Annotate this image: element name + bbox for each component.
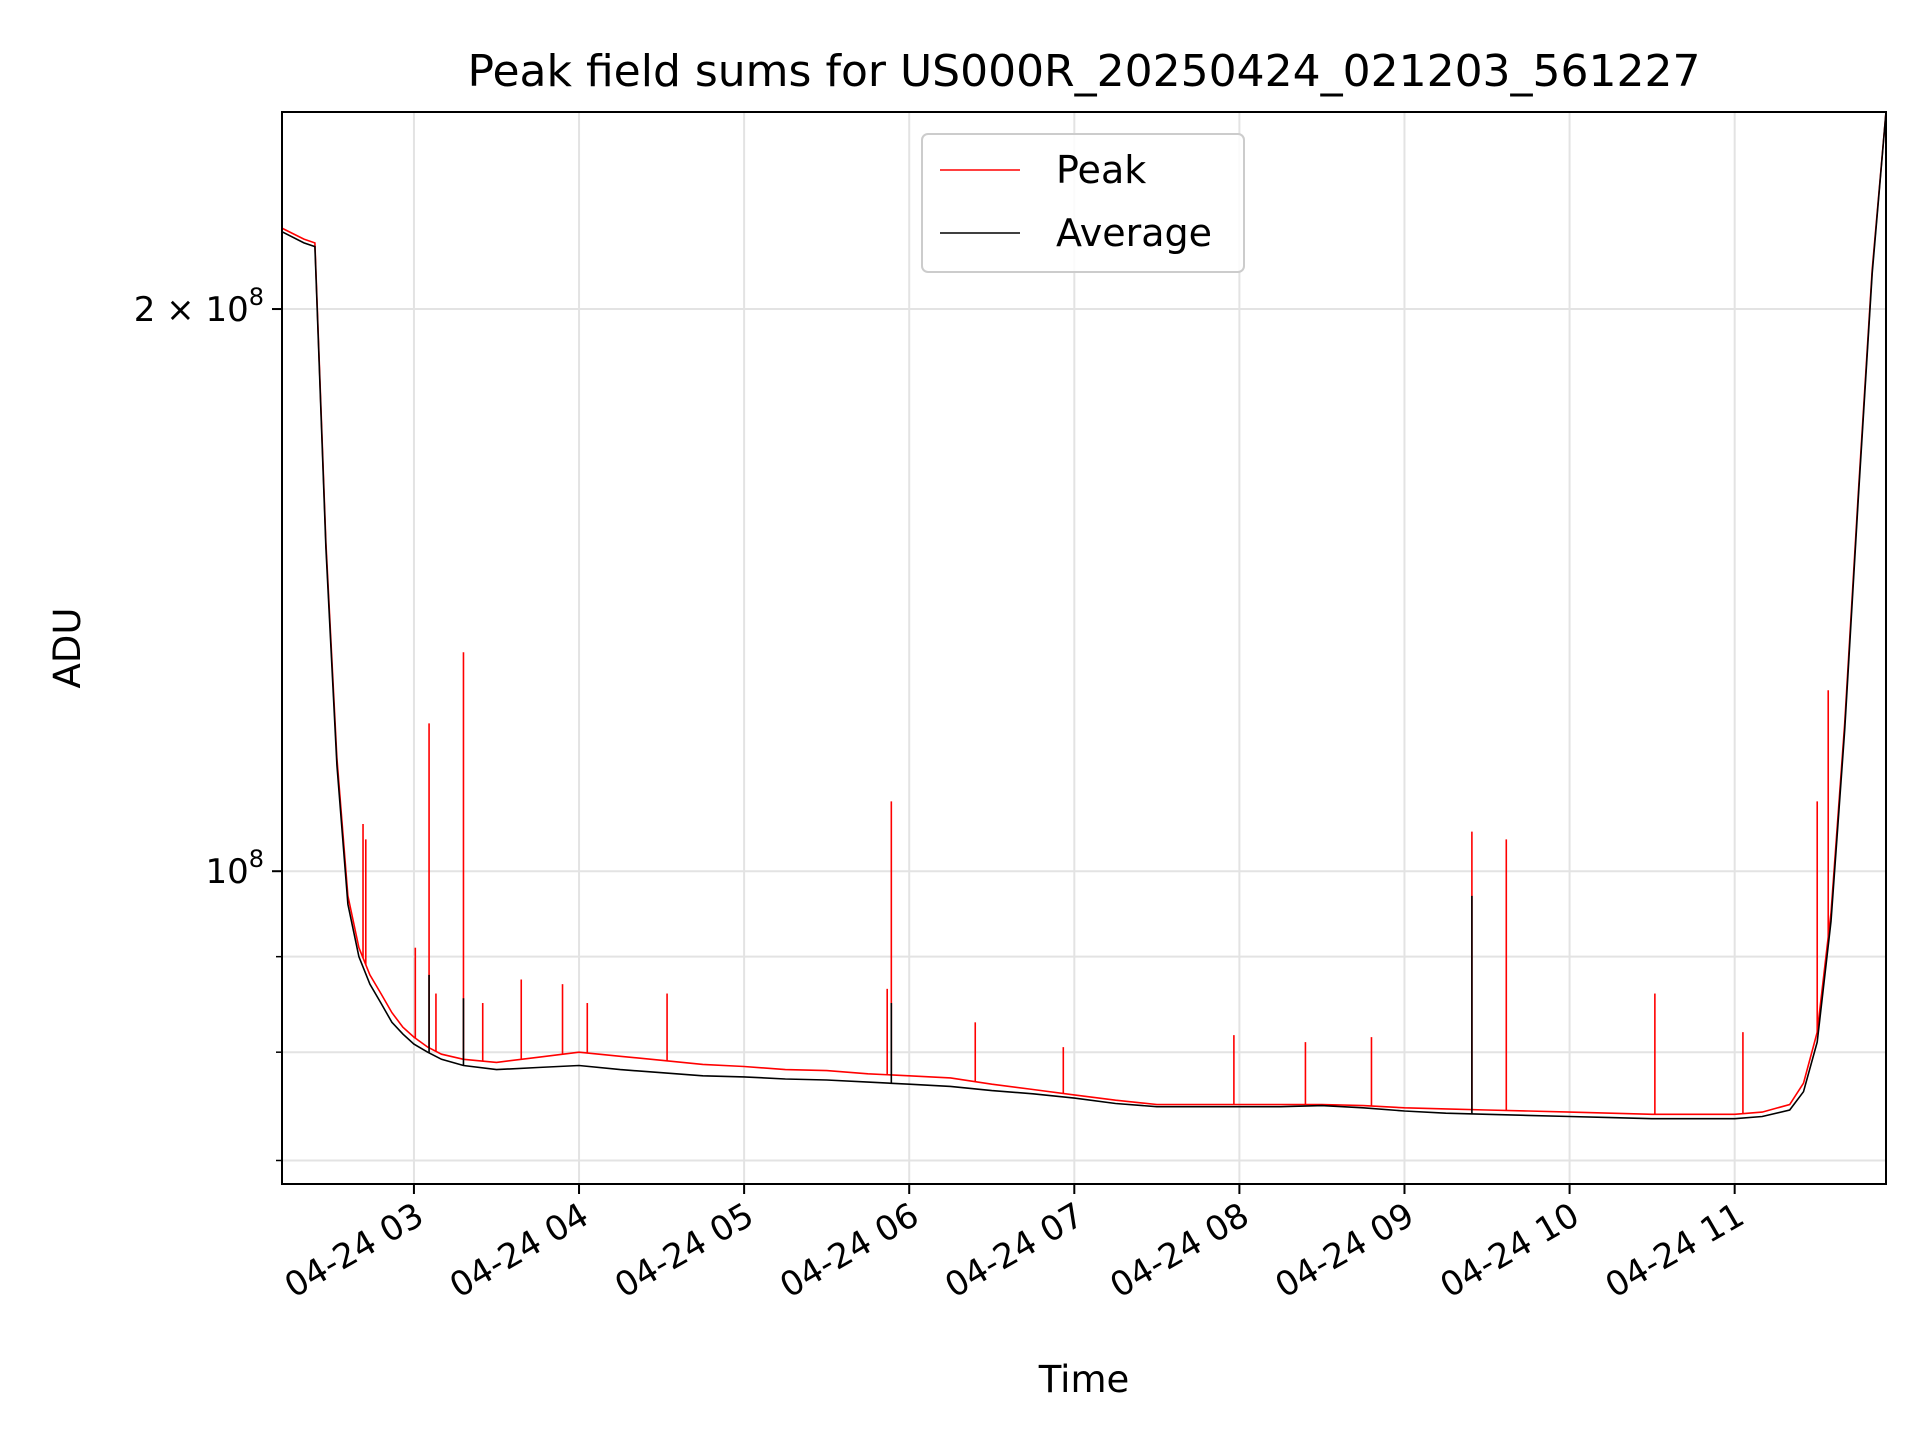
grid [282, 112, 1886, 1184]
series-line-peak [281, 111, 1887, 1116]
series-average [281, 111, 1887, 1120]
legend-label-average: Average [1056, 211, 1212, 255]
legend: Peak Average [921, 133, 1245, 273]
plot-frame [281, 111, 1887, 1185]
chart-title: Peak field sums for US000R_20250424_0212… [467, 46, 1700, 97]
x-axis-title: Time [1038, 1358, 1130, 1401]
y-tick-label: 2 × 108 [134, 283, 264, 330]
legend-box [921, 133, 1245, 273]
y-tick-label: 108 [205, 845, 264, 892]
y-axis-title: ADU [46, 608, 89, 689]
legend-label-peak: Peak [1056, 148, 1146, 192]
series-line-average [281, 111, 1887, 1120]
series-layer [281, 111, 1887, 1120]
